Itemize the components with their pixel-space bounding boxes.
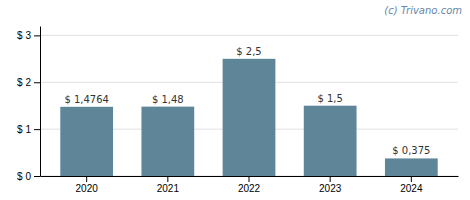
x-tick: 2020 <box>76 176 99 194</box>
bar <box>60 107 113 176</box>
data-label: $ 1,5 <box>317 93 342 104</box>
bars <box>60 59 437 176</box>
x-tick-label: 2021 <box>157 183 180 194</box>
bar <box>141 107 194 176</box>
y-tick-label: $ 3 <box>17 30 31 41</box>
grid-line <box>40 35 458 36</box>
grid <box>40 35 458 176</box>
data-labels: $ 1,4764 $ 1,48 $ 2,5 $ 1,5 $ 0,375 <box>64 46 430 157</box>
x-tick: 2021 <box>157 176 180 194</box>
y-tick-label: $ 0 <box>17 171 31 182</box>
y-tick-mark <box>34 82 40 83</box>
x-tick-label: 2020 <box>76 183 99 194</box>
x-tick-label: 2023 <box>319 183 342 194</box>
bar <box>223 59 276 176</box>
y-tick-mark <box>34 129 40 130</box>
plot: $ 0 $ 1 $ 2 $ 3 2020 2021 2022 2023 2024 $ 1,4764… <box>17 27 458 195</box>
watermark: (c) Trivano.com <box>384 5 462 16</box>
y-axis: $ 0 $ 1 $ 2 $ 3 <box>17 27 40 182</box>
x-tick: 2023 <box>319 176 342 194</box>
y-tick-mark <box>34 176 40 177</box>
x-tick-mark <box>411 176 412 182</box>
x-tick-label: 2022 <box>238 183 261 194</box>
x-tick-mark <box>167 176 168 182</box>
y-tick-label: $ 1 <box>17 124 31 135</box>
annotations: (c) Trivano.com <box>384 5 462 16</box>
y-axis-line <box>40 27 41 177</box>
x-axis: 2020 2021 2022 2023 2024 <box>41 176 459 194</box>
data-label: $ 1,4764 <box>64 94 109 105</box>
x-tick-mark <box>330 176 331 182</box>
x-tick-mark <box>86 176 87 182</box>
x-tick: 2022 <box>238 176 261 194</box>
y-tick: $ 2 <box>17 77 40 88</box>
y-tick-mark <box>34 35 40 36</box>
y-tick: $ 1 <box>17 124 40 135</box>
data-label: $ 1,48 <box>152 94 184 105</box>
x-tick: 2024 <box>400 176 423 194</box>
data-label: $ 2,5 <box>236 46 261 57</box>
y-tick: $ 3 <box>17 30 40 41</box>
x-tick-label: 2024 <box>400 183 423 194</box>
y-tick: $ 0 <box>17 171 40 182</box>
bar <box>385 158 438 176</box>
bar <box>304 106 357 176</box>
data-label: $ 0,375 <box>392 145 430 156</box>
x-tick-mark <box>249 176 250 182</box>
chart: $ 0 $ 1 $ 2 $ 3 2020 2021 2022 2023 2024 $ 1,4764… <box>0 0 470 200</box>
y-tick-label: $ 2 <box>17 77 31 88</box>
